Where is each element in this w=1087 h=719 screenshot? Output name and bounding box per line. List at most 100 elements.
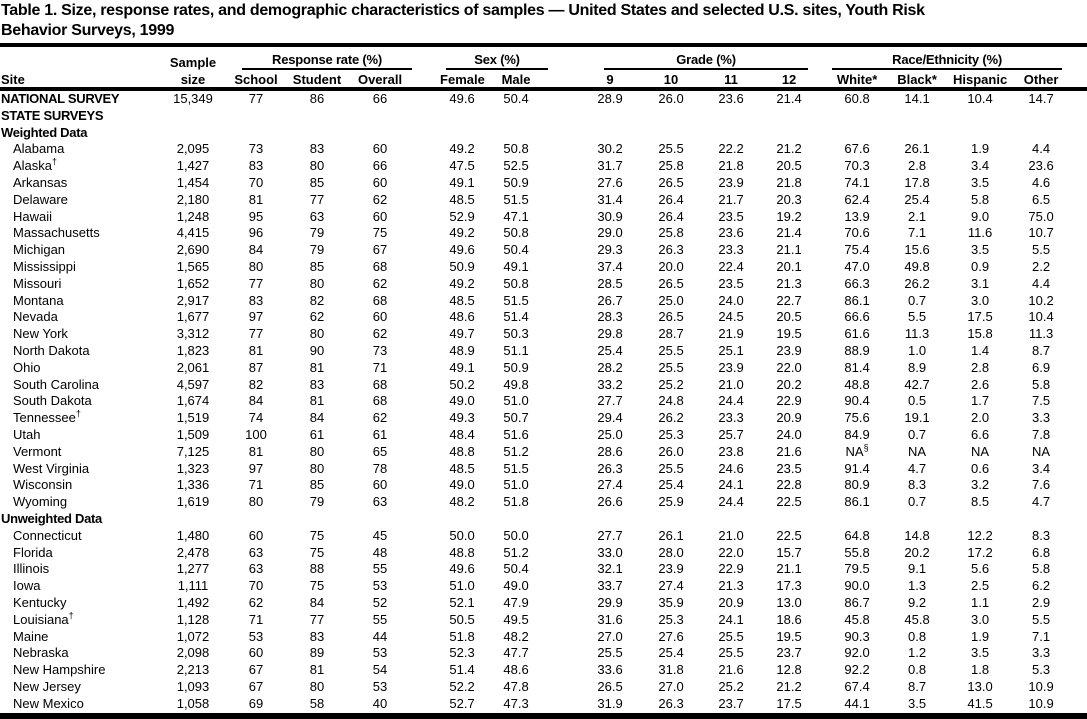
grade-11-cell: 24.1 <box>718 477 744 493</box>
grade-10-cell: 25.5 <box>658 359 684 375</box>
grade-9-cell: 29.3 <box>597 242 623 258</box>
row-spacer-2 <box>548 293 580 310</box>
grade-9-cell: 27.7 <box>597 393 623 409</box>
rr-overall-cell: 60 <box>372 141 388 157</box>
sample-size-cell: 1,652 <box>176 275 210 291</box>
race-other-cell: 4.4 <box>1032 275 1051 291</box>
grade-9-cell: 26.3 <box>597 460 623 476</box>
sex-female-cell: 50.5 <box>449 611 475 627</box>
sample-size-cell <box>160 511 226 528</box>
row-end-pad <box>1070 377 1087 394</box>
rr-student-cell <box>286 511 348 528</box>
race-hispanic-cell: 12.2 <box>967 527 993 543</box>
grade-9-cell: 25.0 <box>597 426 623 442</box>
grade-9-cell <box>580 125 640 142</box>
site-cell: New Mexico <box>13 695 84 711</box>
sex-male-cell: 51.6 <box>503 426 529 442</box>
group-spacer-3 <box>818 47 828 70</box>
grade-9-cell: 33.7 <box>597 578 623 594</box>
grade-11-cell: 24.1 <box>718 611 744 627</box>
site-cell: Arkansas <box>13 174 68 190</box>
rr-overall-cell: 52 <box>372 594 388 610</box>
row-spacer-1 <box>412 343 440 360</box>
grade-9-cell: 29.0 <box>597 225 623 241</box>
grade-12-cell: 15.7 <box>776 544 802 560</box>
sex-male-cell <box>484 125 548 142</box>
grade-11-cell: 23.9 <box>718 359 744 375</box>
rr-school-cell: 77 <box>248 275 264 291</box>
col-header-grade-11: 11 <box>702 70 761 91</box>
table-row: Louisiana† 1,128 71 77 55 50.5 49.5 31.6… <box>0 611 1087 629</box>
col-header-student: Student <box>286 70 348 91</box>
table-row: Ohio 2,061 87 81 71 49.1 50.9 28.2 25.5 … <box>0 360 1087 377</box>
race-white-cell: 79.5 <box>844 561 870 577</box>
sex-male-cell: 51.4 <box>503 309 529 325</box>
row-spacer-2 <box>548 545 580 562</box>
row-spacer-1 <box>412 629 440 646</box>
row-spacer-3 <box>818 662 828 679</box>
site-cell: Florida <box>13 544 53 560</box>
grade-10-cell: 25.5 <box>658 141 684 157</box>
race-hispanic-cell: 6.6 <box>971 426 990 442</box>
grade-10-cell <box>640 108 702 125</box>
rr-student-cell: 80 <box>309 460 325 476</box>
race-other-cell: 75.0 <box>1028 208 1054 224</box>
race-black-cell: 2.1 <box>908 208 927 224</box>
grade-12-cell <box>760 108 818 125</box>
race-hispanic-cell: 2.6 <box>971 376 990 392</box>
sex-female-cell: 50.9 <box>449 258 475 274</box>
table-row: Kentucky 1,492 62 84 52 52.1 47.9 29.9 3… <box>0 595 1087 612</box>
rr-student-cell: 83 <box>309 141 325 157</box>
grade-9-cell: 30.9 <box>597 208 623 224</box>
grade-12-cell: 21.1 <box>776 561 802 577</box>
grade-12-cell: 20.5 <box>776 158 802 174</box>
row-spacer-1 <box>412 696 440 713</box>
grade-11-cell: 23.5 <box>718 275 744 291</box>
race-white-cell: 70.6 <box>844 225 870 241</box>
grade-11-cell: 25.2 <box>718 678 744 694</box>
rr-school-cell: 71 <box>248 477 264 493</box>
row-spacer-2 <box>548 612 580 629</box>
rr-student-cell <box>286 125 348 142</box>
row-end-pad <box>1070 427 1087 444</box>
table-row: Florida 2,478 63 75 48 48.8 51.2 33.0 28… <box>0 545 1087 562</box>
rr-school-cell: 84 <box>248 242 264 258</box>
grade-10-cell: 25.3 <box>658 611 684 627</box>
race-white-cell: 92.0 <box>844 645 870 661</box>
race-black-cell <box>886 125 948 142</box>
grade-10-cell: 25.5 <box>658 460 684 476</box>
row-spacer-3 <box>818 410 828 427</box>
row-end-pad <box>1070 696 1087 713</box>
race-other-cell <box>1012 511 1070 528</box>
sex-male-cell: 50.4 <box>503 242 529 258</box>
row-spacer-2 <box>548 276 580 293</box>
row-end-pad <box>1070 326 1087 343</box>
sex-male-cell <box>484 108 548 125</box>
rr-school-cell: 63 <box>248 544 264 560</box>
row-spacer-2 <box>548 343 580 360</box>
col-header-overall: Overall <box>348 70 413 91</box>
rr-student-cell: 75 <box>309 527 325 543</box>
row-spacer-3 <box>818 511 828 528</box>
race-other-cell: 5.5 <box>1032 611 1051 627</box>
table-row: Maine 1,072 53 83 44 51.8 48.2 27.0 27.6… <box>0 629 1087 646</box>
row-spacer-3 <box>818 259 828 276</box>
sample-size-cell: 1,454 <box>176 174 210 190</box>
row-spacer-3 <box>818 645 828 662</box>
grade-11-cell: 20.9 <box>718 594 744 610</box>
sex-female-cell: 52.9 <box>449 208 475 224</box>
row-spacer-1 <box>412 326 440 343</box>
site-cell: Hawaii <box>13 208 53 224</box>
site-cell: Nebraska <box>13 645 69 661</box>
race-black-cell: 8.3 <box>908 477 927 493</box>
row-spacer-2 <box>548 444 580 461</box>
rr-overall-cell: 66 <box>372 158 388 174</box>
group-label-sex: Sex (%) <box>446 52 549 70</box>
race-hispanic-cell: 3.5 <box>971 242 990 258</box>
site-cell: Illinois <box>13 561 50 577</box>
rr-overall-cell: 44 <box>372 628 388 644</box>
race-black-cell: 7.1 <box>908 225 927 241</box>
grade-12-cell: 12.8 <box>776 662 802 678</box>
row-end-pad <box>1070 158 1087 175</box>
group-header-grade: Grade (%) <box>580 47 818 70</box>
